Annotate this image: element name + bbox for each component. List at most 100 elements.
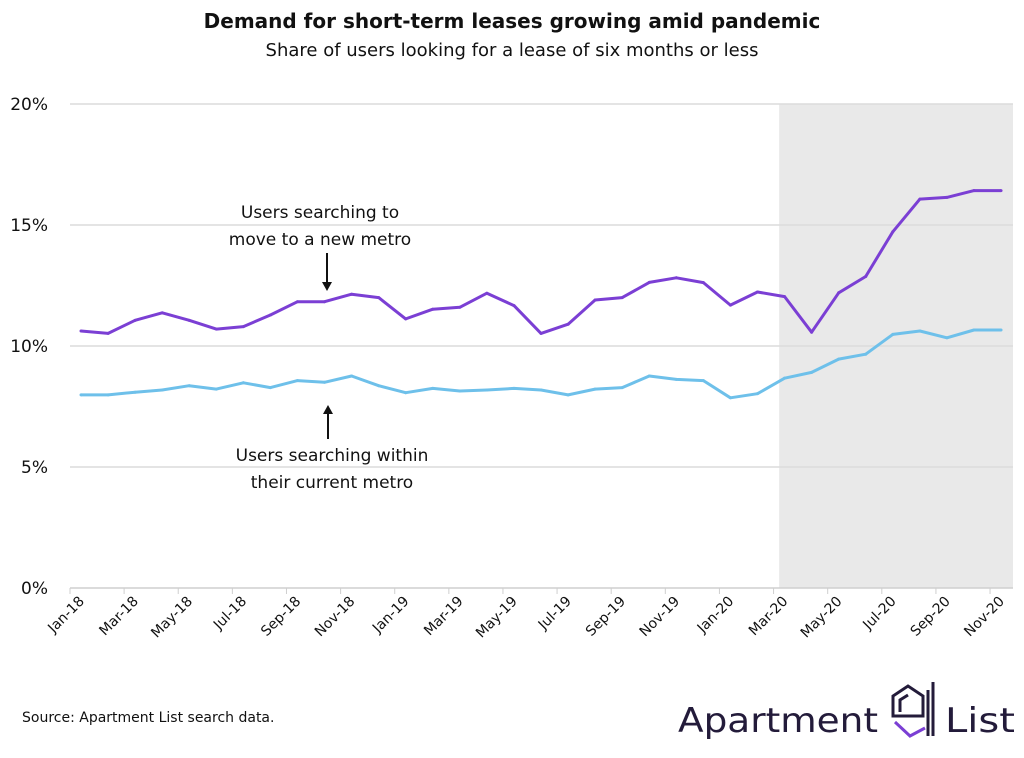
data-point [674,377,678,381]
data-point [323,380,327,384]
x-tick-label: May-20 [798,594,846,642]
x-tick-label: Mar-19 [421,594,467,640]
data-point [810,370,814,374]
data-point [295,300,299,304]
building-logo-icon [891,682,935,738]
data-point [458,305,462,309]
data-point [783,376,787,380]
data-point [214,327,218,331]
data-point [350,292,354,296]
data-point [350,374,354,378]
data-point [728,303,732,307]
source-note: Source: Apartment List search data. [22,710,274,726]
data-point [133,318,137,322]
data-point [268,386,272,390]
x-tick-label: Mar-18 [96,594,142,640]
y-tick-label: 15% [10,216,48,236]
data-point [972,189,976,193]
y-tick-label: 10% [10,337,48,357]
data-point [458,389,462,393]
data-point [945,336,949,340]
data-point [106,331,110,335]
annotation-current-metro-line2: their current metro [251,473,413,493]
data-point [999,328,1003,332]
x-tick-label: Nov-20 [961,594,1008,641]
data-point [404,391,408,395]
data-point [539,331,543,335]
data-point [241,325,245,329]
data-point [268,313,272,317]
data-point [918,197,922,201]
x-tick-label: Nov-18 [312,594,359,641]
data-point [431,386,435,390]
data-point [295,379,299,383]
data-point [485,291,489,295]
data-point [620,296,624,300]
data-point [431,307,435,311]
data-point [810,330,814,334]
arrow-down-head [322,282,332,291]
annotation-new-metro-line1: Users searching to [241,203,399,223]
data-point [106,393,110,397]
data-point [918,329,922,333]
data-point [377,296,381,300]
y-tick-label: 20% [10,95,48,115]
annotation-new-metro: Users searching to move to a new metro [229,203,411,291]
data-point [756,290,759,294]
x-tick-label: Jul-20 [859,594,899,634]
x-tick-label: Sep-19 [583,594,629,640]
annotation-current-metro: Users searching within their current met… [236,405,429,493]
arrow-up-head [323,405,333,414]
data-point [756,392,759,396]
x-tick-label: Jul-18 [210,594,250,634]
x-tick-label: Sep-18 [258,594,304,640]
data-point [837,357,841,361]
x-tick-label: Jul-19 [535,594,575,634]
data-point [620,386,624,390]
data-point [837,291,841,295]
svg-text:List: List [945,701,1015,741]
data-point [701,281,705,285]
data-point [323,300,327,304]
y-tick-label: 0% [21,579,48,599]
data-point [864,352,868,356]
data-point [539,388,543,392]
data-point [728,396,732,400]
data-point [160,311,164,315]
data-point [891,332,895,336]
data-point [864,275,868,279]
data-point [241,381,245,385]
data-point [999,189,1003,193]
data-point [647,374,651,378]
data-point [160,388,164,392]
data-point [593,298,597,302]
data-point [566,393,570,397]
x-tick-label: Mar-20 [746,594,792,640]
data-point [79,329,83,333]
annotation-current-metro-line1: Users searching within [236,446,429,466]
x-tick-label: May-18 [148,594,196,642]
data-point [945,195,949,199]
x-tick-label: Sep-20 [908,594,954,640]
data-point [404,317,408,321]
data-point [187,384,191,388]
x-tick-label: Jan-18 [44,594,87,637]
x-tick-label: Jan-19 [369,594,412,637]
chart-title: Demand for short-term leases growing ami… [204,9,821,33]
data-point [512,304,516,308]
data-point [485,388,489,392]
data-point [79,393,83,397]
x-tick-label: Jan-20 [694,594,737,637]
data-point [891,230,895,234]
svg-text:Apartment: Apartment [678,701,878,741]
data-point [377,384,381,388]
data-point [512,386,516,390]
annotation-new-metro-line2: move to a new metro [229,230,411,250]
chart-subtitle: Share of users looking for a lease of si… [266,40,759,61]
data-point [972,328,976,332]
data-point [647,280,651,284]
data-point [566,322,570,326]
data-point [133,390,137,394]
x-tick-label: May-19 [473,594,521,642]
